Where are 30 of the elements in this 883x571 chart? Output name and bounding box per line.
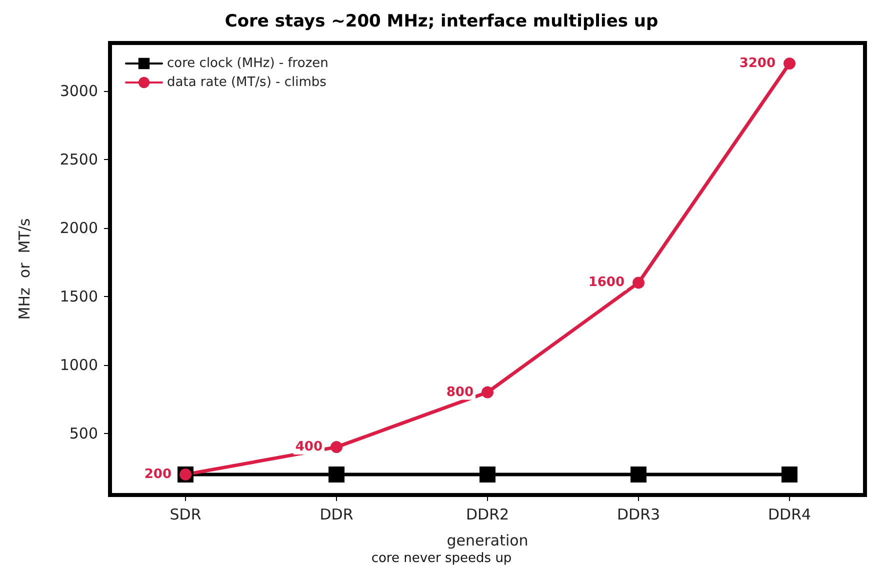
y-tick-label: 3000 — [60, 82, 98, 100]
data-label: 400 — [295, 440, 322, 455]
x-tick-label: DDR — [320, 506, 354, 524]
data-label: 800 — [446, 384, 474, 400]
x-axis-title: generation — [446, 532, 528, 550]
point — [330, 441, 342, 454]
data-label: 200 — [144, 466, 172, 482]
y-tick-label: 500 — [69, 424, 98, 442]
point — [784, 58, 796, 70]
text: core never speeds up — [371, 551, 512, 566]
x-tick-label: DDR3 — [616, 506, 660, 524]
point — [328, 466, 344, 482]
y-tick-label: 1000 — [60, 356, 98, 374]
point — [482, 386, 494, 398]
y-tick-label: 1500 — [60, 287, 98, 306]
point — [632, 276, 644, 289]
point — [480, 466, 496, 482]
y-tick-label: 2000 — [60, 218, 98, 237]
point — [630, 466, 646, 482]
y-axis-title: MHz or MT/s — [16, 218, 34, 320]
data-label: 3200 — [739, 56, 776, 72]
y-tick-label: 2500 — [60, 150, 98, 168]
point — [782, 466, 798, 482]
x-tick-label: DDR2 — [466, 506, 510, 524]
x-tick-label: SDR — [170, 506, 202, 524]
chart-title: Core stays ~200 MHz; interface multiplies up — [224, 12, 658, 32]
legend-label: data rate (MT/s) - climbs — [167, 75, 327, 90]
data-label: 1600 — [588, 275, 624, 290]
legend-label: core clock (MHz) - frozen — [167, 56, 328, 71]
x-tick-label: DDR4 — [768, 506, 812, 524]
